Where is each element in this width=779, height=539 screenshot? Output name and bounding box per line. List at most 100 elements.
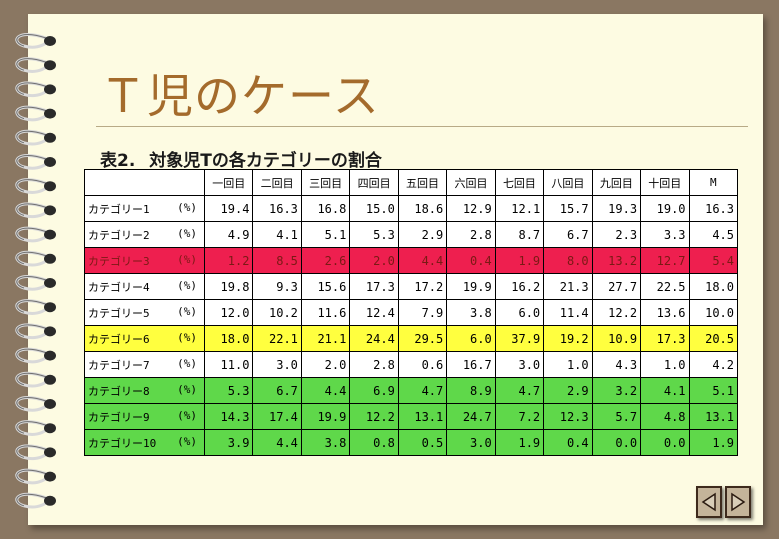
value-cell: 13.6 (640, 299, 690, 326)
value-cell: 5.1 (300, 221, 351, 248)
spiral-hole (44, 495, 56, 506)
value-cell: 11.4 (543, 299, 593, 326)
page-title: Ｔ児のケース (100, 69, 380, 123)
value-cell: 0.6 (397, 351, 448, 378)
value-cell: 3.2 (591, 377, 642, 404)
row-label-cell: (%) カテゴリー1 (84, 195, 205, 222)
value-cell: 0.8 (349, 429, 399, 456)
header-cell-blank (84, 169, 205, 196)
value-cell: 0.0 (640, 429, 690, 456)
row-label: カテゴリー9 (88, 410, 150, 424)
value-cell: 2.8 (349, 351, 399, 378)
row-unit: (%) (177, 434, 197, 448)
value-cell: 22.1 (252, 325, 302, 352)
table-row: (%) カテゴリー1 19.4 16.3 16.8 15.0 18.6 12.9 12.1 15.… (84, 195, 739, 222)
previous-slide-button[interactable] (696, 486, 722, 518)
row-label-cell: (%) カテゴリー4 (84, 273, 205, 300)
spiral-hole (44, 157, 56, 167)
value-cell: 2.9 (543, 377, 593, 404)
value-cell: 19.9 (300, 403, 351, 430)
value-cell: 21.1 (300, 325, 351, 352)
value-cell: 19.2 (543, 325, 593, 352)
value-cell: 7.9 (397, 299, 448, 326)
spiral-hole (44, 253, 56, 264)
row-label: カテゴリー7 (88, 358, 150, 372)
value-cell: 12.0 (203, 299, 254, 326)
value-cell: 10.0 (688, 299, 739, 326)
table-row: (%) カテゴリー10 3.9 4.4 3.8 0.8 0.5 3.0 1.9 0.4 0.0 0.0… (84, 429, 739, 456)
value-cell: 24.7 (446, 403, 496, 430)
value-cell: 7.2 (494, 403, 545, 430)
header-cell: 十回目 (640, 169, 690, 196)
value-cell: 9.3 (252, 273, 302, 300)
triangle-right-icon (731, 492, 746, 512)
table-row: (%) カテゴリー6 18.0 22.1 21.1 24.4 29.5 6.0 37.9 19.2… (84, 325, 739, 352)
row-label: カテゴリー2 (88, 228, 150, 242)
table-caption-text: 対象児Tの各カテゴリーの割合 (149, 151, 382, 171)
value-cell: 14.3 (203, 403, 254, 430)
spiral-ring-shadow (16, 251, 47, 265)
value-cell: 5.4 (688, 247, 739, 274)
table-row: (%) カテゴリー4 19.8 9.3 15.6 17.3 17.2 19.9 16.2 21.3… (84, 273, 739, 300)
row-unit: (%) (177, 408, 197, 422)
value-cell: 15.6 (300, 273, 351, 300)
value-cell: 16.2 (494, 273, 545, 300)
value-cell: 19.8 (203, 273, 254, 300)
spiral-ring-shadow (16, 445, 47, 458)
row-unit: (%) (177, 278, 197, 292)
value-cell: 11.0 (203, 351, 254, 378)
value-cell: 18.0 (688, 273, 739, 300)
value-cell: 1.9 (494, 429, 545, 456)
row-unit: (%) (177, 226, 197, 240)
value-cell: 10.9 (591, 325, 642, 352)
value-cell: 18.6 (397, 195, 448, 222)
value-cell: 1.9 (688, 429, 739, 456)
next-slide-button[interactable] (725, 486, 751, 518)
spiral-ring-shadow (16, 469, 47, 483)
value-cell: 3.0 (446, 429, 496, 456)
value-cell: 1.0 (640, 351, 690, 378)
row-unit: (%) (177, 382, 197, 396)
value-cell: 1.9 (494, 247, 545, 274)
spiral-ring-shadow (16, 203, 47, 216)
value-cell: 2.0 (349, 247, 399, 274)
value-cell: 37.9 (494, 325, 545, 352)
value-cell: 24.4 (349, 325, 399, 352)
header-cell: 一回目 (203, 169, 254, 196)
row-label: カテゴリー3 (88, 254, 150, 268)
value-cell: 4.4 (300, 377, 351, 404)
table-row: (%) カテゴリー2 4.9 4.1 5.1 5.3 2.9 2.8 8.7 6.7 2.3 3.3 4… (84, 221, 739, 248)
spiral-binding-icon (15, 32, 56, 509)
spiral-hole (44, 399, 56, 409)
row-unit: (%) (177, 252, 197, 266)
row-unit: (%) (177, 200, 197, 214)
spiral-hole (44, 278, 56, 288)
row-label: カテゴリー1 (88, 202, 150, 216)
value-cell: 12.1 (494, 195, 545, 222)
table-row: (%) カテゴリー5 12.0 10.2 11.6 12.4 7.9 3.8 6.0 11.4 12… (84, 299, 739, 326)
spiral-hole (44, 326, 56, 337)
spiral-ring-shadow (16, 227, 47, 241)
row-label: カテゴリー5 (88, 306, 150, 320)
spiral-hole (44, 108, 56, 119)
spiral-ring-shadow (16, 275, 47, 289)
spiral-ring-shadow (16, 33, 47, 47)
value-cell: 2.3 (591, 221, 642, 248)
value-cell: 5.1 (688, 377, 739, 404)
value-cell: 16.8 (300, 195, 351, 222)
spiral-hole (44, 229, 56, 240)
spiral-ring-shadow (16, 493, 47, 507)
value-cell: 8.7 (494, 221, 545, 248)
spiral-ring-shadow (16, 82, 47, 95)
row-label-cell: (%) カテゴリー9 (84, 403, 205, 430)
header-cell: 九回目 (591, 169, 642, 196)
value-cell: 20.5 (688, 325, 739, 352)
value-cell: 5.3 (349, 221, 399, 248)
value-cell: 19.3 (591, 195, 642, 222)
value-cell: 1.2 (203, 247, 254, 274)
row-label: カテゴリー4 (88, 280, 150, 294)
spiral-hole (44, 60, 56, 71)
table-row: (%) カテゴリー9 14.3 17.4 19.9 12.2 13.1 24.7 7.2 12.3… (84, 403, 739, 430)
value-cell: 16.3 (688, 195, 739, 222)
value-cell: 0.4 (446, 247, 496, 274)
